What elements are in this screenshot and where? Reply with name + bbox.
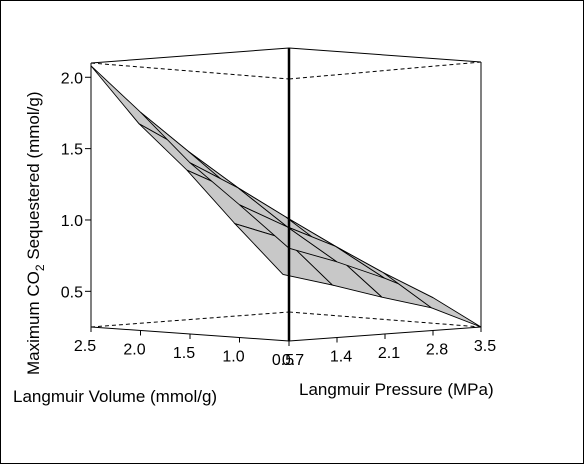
box-edge-dashed [288, 61, 482, 80]
z-tick-label: 2.0 [61, 70, 83, 87]
z-axis-label-suffix: Sequestered (mmol/g) [24, 92, 43, 265]
box-edge-dashed [90, 62, 290, 80]
z-tick-label: 0.5 [61, 284, 83, 301]
y-tick-label: 3.5 [474, 338, 496, 355]
y-tick-label: 0.7 [282, 352, 304, 369]
y-axis-ticks: 0.7 1.4 2.1 2.8 3.5 [282, 327, 496, 369]
x-tick-label: 1.5 [173, 345, 195, 362]
x-tick-label: 2.5 [74, 338, 96, 355]
box-edge [288, 47, 482, 63]
surface-layer [90, 65, 482, 328]
y-axis-label: Langmuir Pressure (MPa) [299, 380, 494, 399]
x-tick-label: 2.0 [123, 342, 145, 359]
surface-patch [90, 65, 189, 152]
z-axis-label-prefix: Maximum CO [24, 271, 43, 375]
z-axis-label: Maximum CO2 Sequestered (mmol/g) [24, 92, 47, 376]
z-tick-label: 1.5 [61, 142, 83, 159]
z-tick-label: 1.0 [61, 213, 83, 230]
y-tick-label: 2.1 [378, 345, 400, 362]
x-tick-label: 1.0 [222, 349, 244, 366]
x-axis-label: Langmuir Volume (mmol/g) [13, 387, 217, 406]
y-tick-label: 2.8 [426, 342, 448, 359]
box-back-edges [90, 47, 482, 328]
x-axis-ticks: 2.5 2.0 1.5 1.0 0.5 [74, 327, 294, 369]
z-axis-label-subscript: 2 [33, 264, 47, 271]
y-tick-label: 1.4 [330, 349, 352, 366]
surface-patch [140, 111, 239, 189]
box-edge-dashed [90, 311, 290, 328]
x-tick-label: 0.5 [272, 352, 294, 369]
box-edge [90, 47, 290, 64]
z-axis-ticks: 0.5 1.0 1.5 2.0 [61, 70, 91, 301]
